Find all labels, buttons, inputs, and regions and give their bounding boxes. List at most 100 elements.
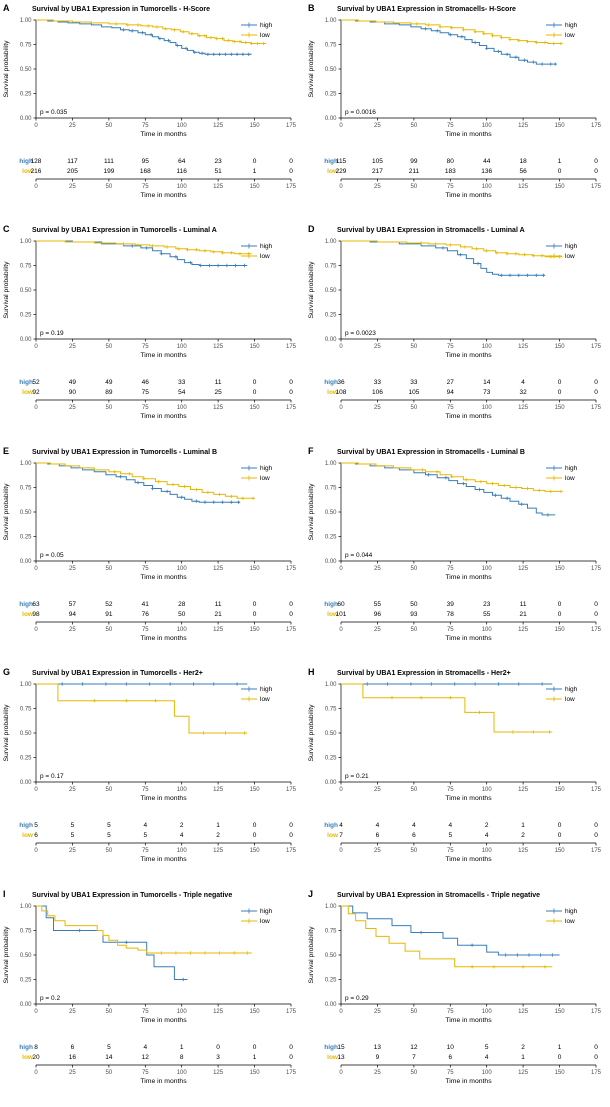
y-axis-title: Survival probability (308, 483, 315, 541)
km-plot-C: C Survival by UBA1 Expression in Tumorcel… (3, 224, 297, 420)
legend-label-low: low (260, 696, 270, 703)
risk-count: 106 (372, 389, 383, 396)
risk-count: 0 (216, 1044, 220, 1051)
legend-label-high: high (260, 243, 273, 250)
risk-count: 5 (448, 832, 452, 839)
plot-axes (338, 462, 597, 564)
risk-count: 73 (483, 389, 491, 396)
risk-x-tick-label: 100 (177, 184, 188, 190)
risk-count: 14 (105, 1054, 113, 1061)
x-tick-label: 0 (34, 344, 38, 350)
risk-row-label-low: low (327, 168, 339, 175)
x-tick-label: 25 (69, 566, 76, 572)
x-tick-label: 150 (555, 1009, 566, 1015)
risk-x-tick-label: 75 (142, 1070, 149, 1076)
x-tick-label: 100 (177, 1009, 188, 1015)
risk-count: 0 (558, 168, 562, 175)
risk-count: 0 (594, 158, 598, 165)
risk-x-tick-label: 150 (555, 848, 566, 854)
risk-x-tick-label: 25 (374, 1070, 381, 1076)
y-tick-label: 0.25 (325, 313, 337, 319)
risk-count: 57 (69, 601, 77, 608)
risk-count: 183 (445, 168, 456, 175)
survival-curve-high (36, 905, 188, 980)
risk-x-tick-label: 100 (482, 848, 493, 854)
y-axis-title: Survival probability (3, 261, 10, 319)
risk-count: 33 (374, 379, 382, 386)
x-tick-label: 0 (339, 1009, 343, 1015)
km-plot-D: D Survival by UBA1 Expression in Stromace… (308, 224, 602, 420)
risk-count: 96 (374, 611, 382, 618)
risk-x-tick-label: 25 (374, 627, 381, 633)
y-tick-label: 0.00 (20, 337, 32, 343)
x-tick-label: 150 (250, 1009, 261, 1015)
risk-count: 0 (558, 832, 562, 839)
risk-count: 4 (143, 822, 147, 829)
risk-count: 46 (142, 379, 150, 386)
x-tick-label: 175 (286, 123, 297, 129)
x-tick-label: 75 (142, 344, 149, 350)
survival-curve-high (36, 462, 240, 503)
risk-count: 55 (483, 611, 491, 618)
y-tick-label: 0.25 (20, 977, 32, 983)
risk-x-tick-label: 175 (591, 848, 602, 854)
panel-B: B Survival by UBA1 Expression in Stromace… (305, 0, 610, 221)
risk-count: 1 (253, 168, 257, 175)
risk-count: 41 (142, 601, 150, 608)
y-axis-title: Survival probability (3, 925, 10, 983)
x-tick-label: 175 (591, 1009, 602, 1015)
risk-count: 11 (520, 601, 527, 608)
risk-row-label-low: low (327, 1054, 339, 1061)
risk-x-tick-label: 0 (34, 405, 38, 411)
x-axis-title: Time in months (140, 574, 187, 581)
legend-label-high: high (565, 908, 578, 915)
survival-curve-low (341, 19, 563, 44)
legend-censor-icon (246, 465, 252, 471)
y-axis-title: Survival probability (308, 261, 315, 319)
x-tick-label: 75 (447, 1009, 454, 1015)
risk-x-tick-label: 100 (177, 1070, 188, 1076)
risk-row-label-high: high (324, 158, 338, 165)
y-tick-label: 0.50 (20, 288, 32, 294)
y-tick-label: 0.00 (20, 116, 32, 122)
panel-letter: B (308, 3, 315, 13)
risk-table-axis (340, 1064, 597, 1068)
risk-count: 27 (447, 379, 455, 386)
panel-letter: E (3, 446, 9, 456)
risk-count: 0 (289, 389, 293, 396)
risk-row-label-low: low (22, 611, 34, 618)
x-tick-label: 50 (411, 344, 418, 350)
km-plot-J: J Survival by UBA1 Expression in Stromace… (308, 889, 602, 1085)
risk-x-tick-label: 25 (69, 1070, 76, 1076)
y-tick-label: 0.75 (325, 707, 337, 713)
risk-x-tick-label: 50 (106, 627, 113, 633)
plot-axes (338, 241, 597, 342)
x-tick-label: 175 (591, 123, 602, 129)
panel-I: I Survival by UBA1 Expression in Tumorcel… (0, 886, 305, 1107)
x-tick-label: 75 (447, 123, 454, 129)
y-tick-label: 0.00 (325, 780, 337, 786)
legend-label-low: low (565, 696, 575, 703)
legend-censor-icon (551, 32, 557, 38)
risk-x-tick-label: 150 (250, 405, 261, 411)
risk-x-axis-title: Time in months (445, 1078, 492, 1085)
y-tick-label: 1.00 (325, 461, 337, 467)
risk-x-tick-label: 75 (447, 1070, 454, 1076)
risk-table-axis (340, 842, 597, 846)
censor-marks-high (419, 930, 554, 957)
risk-count: 15 (337, 1044, 345, 1051)
risk-count: 1 (180, 1044, 184, 1051)
risk-count: 6 (376, 832, 380, 839)
y-tick-label: 0.75 (20, 928, 32, 934)
risk-count: 14 (483, 379, 491, 386)
risk-x-tick-label: 150 (555, 627, 566, 633)
risk-count: 1 (558, 158, 562, 165)
plot-axes (338, 683, 597, 785)
censor-marks-low (113, 469, 255, 500)
risk-count: 16 (69, 1054, 77, 1061)
km-plot-H: H Survival by UBA1 Expression in Stromace… (308, 667, 602, 863)
x-tick-label: 125 (518, 1009, 529, 1015)
panel-title: Survival by UBA1 Expression in Tumorcell… (32, 6, 210, 13)
risk-row-label-high: high (19, 1044, 33, 1051)
x-tick-label: 100 (177, 123, 188, 129)
